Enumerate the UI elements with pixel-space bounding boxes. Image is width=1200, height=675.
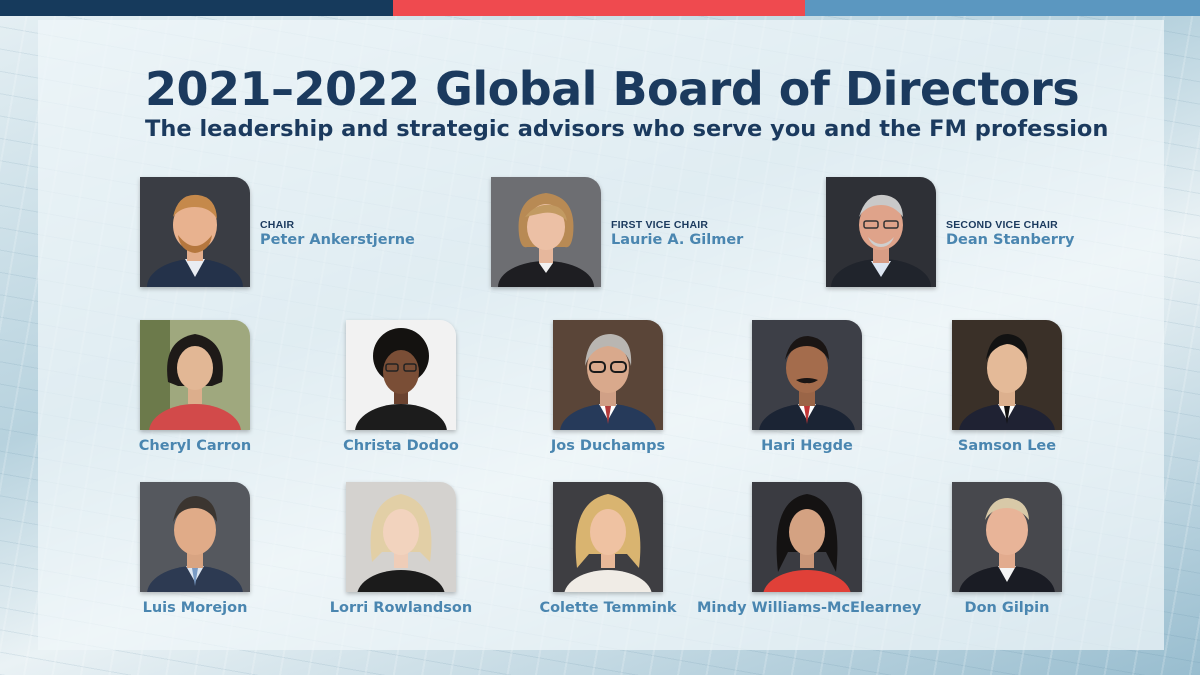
officer-chair: CHAIR Peter Ankerstjerne [260, 219, 415, 249]
director-name: Mindy Williams-McElearney [697, 600, 922, 616]
portrait-director [346, 320, 456, 430]
officer-role: CHAIR [260, 219, 295, 231]
top-bar-blue [805, 0, 1200, 16]
page-title: 2021–2022 Global Board of Directors [145, 62, 1080, 116]
top-bar-navy [0, 0, 393, 16]
officer-second-vice-chair: SECOND VICE CHAIR Dean Stanberry [946, 219, 1074, 249]
portrait-director [140, 320, 250, 430]
portrait-director [752, 320, 862, 430]
officer-first-vice-chair: FIRST VICE CHAIR Laurie A. Gilmer [611, 219, 743, 249]
director-name: Hari Hegde [761, 438, 853, 454]
portrait-director [553, 320, 663, 430]
top-bar-red [393, 0, 805, 16]
director-name: Samson Lee [957, 438, 1057, 454]
director-name: Colette Temmink [539, 600, 677, 616]
portrait-director [346, 482, 456, 592]
portrait-second-vice-chair [826, 177, 936, 287]
officer-role: FIRST VICE CHAIR [611, 219, 709, 231]
director-name: Luis Morejon [142, 600, 248, 616]
officer-role: SECOND VICE CHAIR [946, 219, 1058, 231]
director-name: Lorri Rowlandson [329, 600, 473, 616]
portrait-director [752, 482, 862, 592]
portrait-director [553, 482, 663, 592]
officer-name: Laurie A. Gilmer [611, 232, 744, 248]
director-name: Jos Duchamps [550, 438, 666, 454]
portrait-director [952, 482, 1062, 592]
officer-name: Dean Stanberry [946, 232, 1075, 248]
top-color-bar [0, 0, 1200, 16]
officer-name: Peter Ankerstjerne [260, 232, 415, 248]
portrait-director [952, 320, 1062, 430]
portrait-chair [140, 177, 250, 287]
director-name: Don Gilpin [964, 600, 1050, 616]
page-subtitle: The leadership and strategic advisors wh… [145, 116, 1109, 142]
portrait-director [140, 482, 250, 592]
portrait-first-vice-chair [491, 177, 601, 287]
director-name: Christa Dodoo [343, 438, 459, 454]
director-name: Cheryl Carron [138, 438, 252, 454]
